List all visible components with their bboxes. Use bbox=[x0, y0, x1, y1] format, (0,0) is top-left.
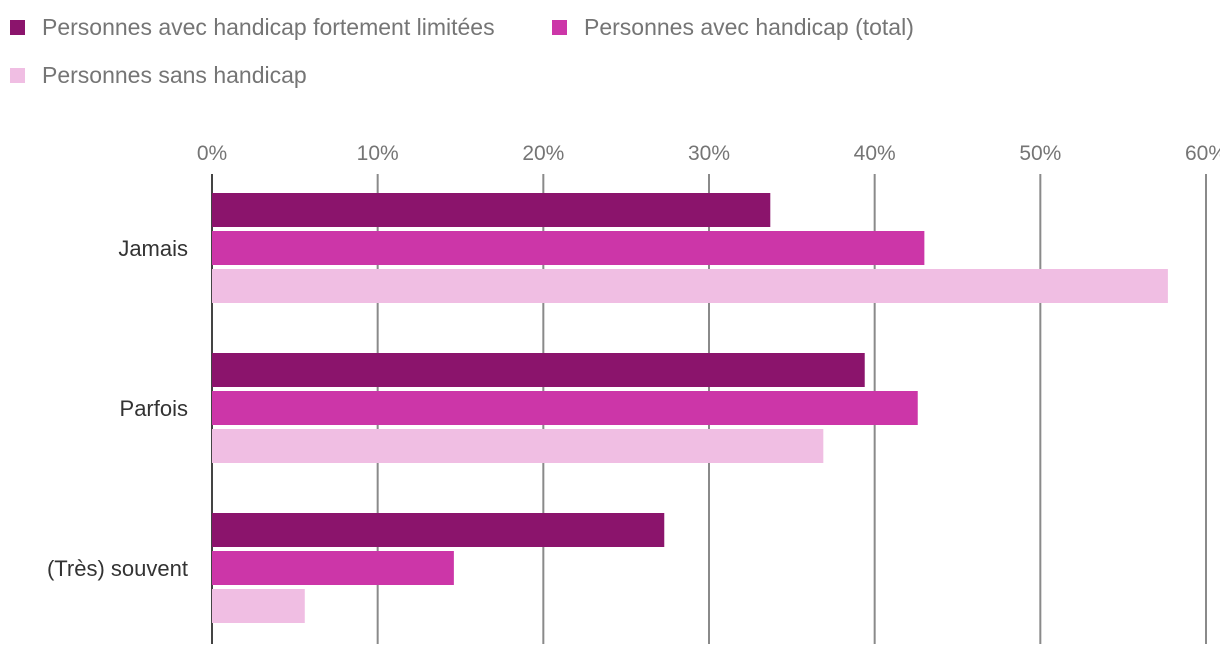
legend-swatch bbox=[10, 68, 25, 83]
legend-label: Personnes avec handicap fortement limité… bbox=[42, 14, 495, 40]
legend-label: Personnes sans handicap bbox=[42, 62, 307, 88]
category-label: Parfois bbox=[120, 396, 188, 421]
tick-label: 30% bbox=[688, 142, 730, 165]
tick-label: 60% bbox=[1185, 142, 1220, 165]
bar bbox=[212, 551, 454, 585]
tick-label: 50% bbox=[1019, 142, 1061, 165]
tick-label: 40% bbox=[854, 142, 896, 165]
legend-item: Personnes avec handicap fortement limité… bbox=[10, 14, 495, 41]
bar bbox=[212, 513, 665, 547]
bar bbox=[212, 391, 918, 425]
tick-label: 20% bbox=[522, 142, 564, 165]
bar bbox=[212, 193, 771, 227]
legend-item: Personnes avec handicap (total) bbox=[552, 14, 914, 41]
tick-label: 0% bbox=[197, 142, 227, 165]
bar bbox=[212, 429, 824, 463]
tick-label: 10% bbox=[357, 142, 399, 165]
category-label: Jamais bbox=[118, 236, 188, 261]
legend-label: Personnes avec handicap (total) bbox=[584, 14, 914, 40]
bar bbox=[212, 353, 865, 387]
category-label: (Très) souvent bbox=[47, 556, 188, 581]
legend-item: Personnes sans handicap bbox=[10, 62, 307, 89]
legend-swatch bbox=[552, 20, 567, 35]
bar bbox=[212, 589, 305, 623]
bar bbox=[212, 269, 1168, 303]
bar bbox=[212, 231, 925, 265]
legend-swatch bbox=[10, 20, 25, 35]
